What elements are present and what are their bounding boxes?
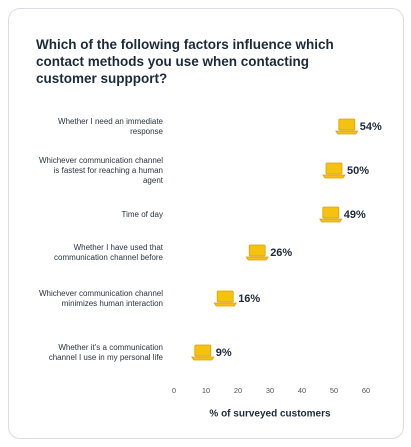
value-label: 26% [270, 247, 292, 259]
category-label: Whichever communication channel minimize… [38, 289, 163, 308]
x-tick-label: 50 [330, 386, 338, 395]
laptop-screen [338, 118, 356, 131]
laptop-screen [194, 344, 212, 357]
laptop-marker [335, 118, 359, 135]
x-tick-label: 0 [172, 386, 176, 395]
laptop-base [322, 174, 346, 179]
laptop-base [191, 356, 215, 361]
category-label: Whether I have used that communication c… [54, 243, 163, 262]
laptop-marker [319, 206, 343, 223]
laptop-screen [322, 206, 340, 219]
category-label: Whether I need an immediate response [58, 117, 163, 136]
category-label: Whichever communication channel is faste… [38, 156, 163, 185]
x-tick-label: 30 [266, 386, 274, 395]
x-tick-label: 10 [202, 386, 210, 395]
x-tick-label: 40 [298, 386, 306, 395]
value-label: 50% [347, 165, 369, 177]
laptop-marker [245, 244, 269, 261]
laptop-base [335, 130, 359, 135]
chart-title: Which of the following factors influence… [36, 37, 334, 86]
laptop-base [319, 218, 343, 223]
laptop-base [213, 302, 237, 307]
value-label: 9% [216, 347, 232, 359]
value-label: 54% [360, 121, 382, 133]
card [8, 8, 404, 439]
value-label: 49% [344, 209, 366, 221]
laptop-marker [213, 290, 237, 307]
x-axis-title: % of surveyed customers [209, 409, 331, 420]
laptop-screen [248, 244, 266, 257]
laptop-marker [191, 344, 215, 361]
category-label: Time of day [121, 210, 164, 219]
laptop-marker [322, 162, 346, 179]
value-label: 16% [238, 293, 260, 305]
laptop-base [245, 256, 269, 261]
x-tick-label: 20 [234, 386, 242, 395]
laptop-screen [216, 290, 234, 303]
x-tick-label: 60 [362, 386, 370, 395]
category-label: Whether it's a communication channel I u… [48, 343, 163, 362]
laptop-screen [325, 162, 343, 175]
